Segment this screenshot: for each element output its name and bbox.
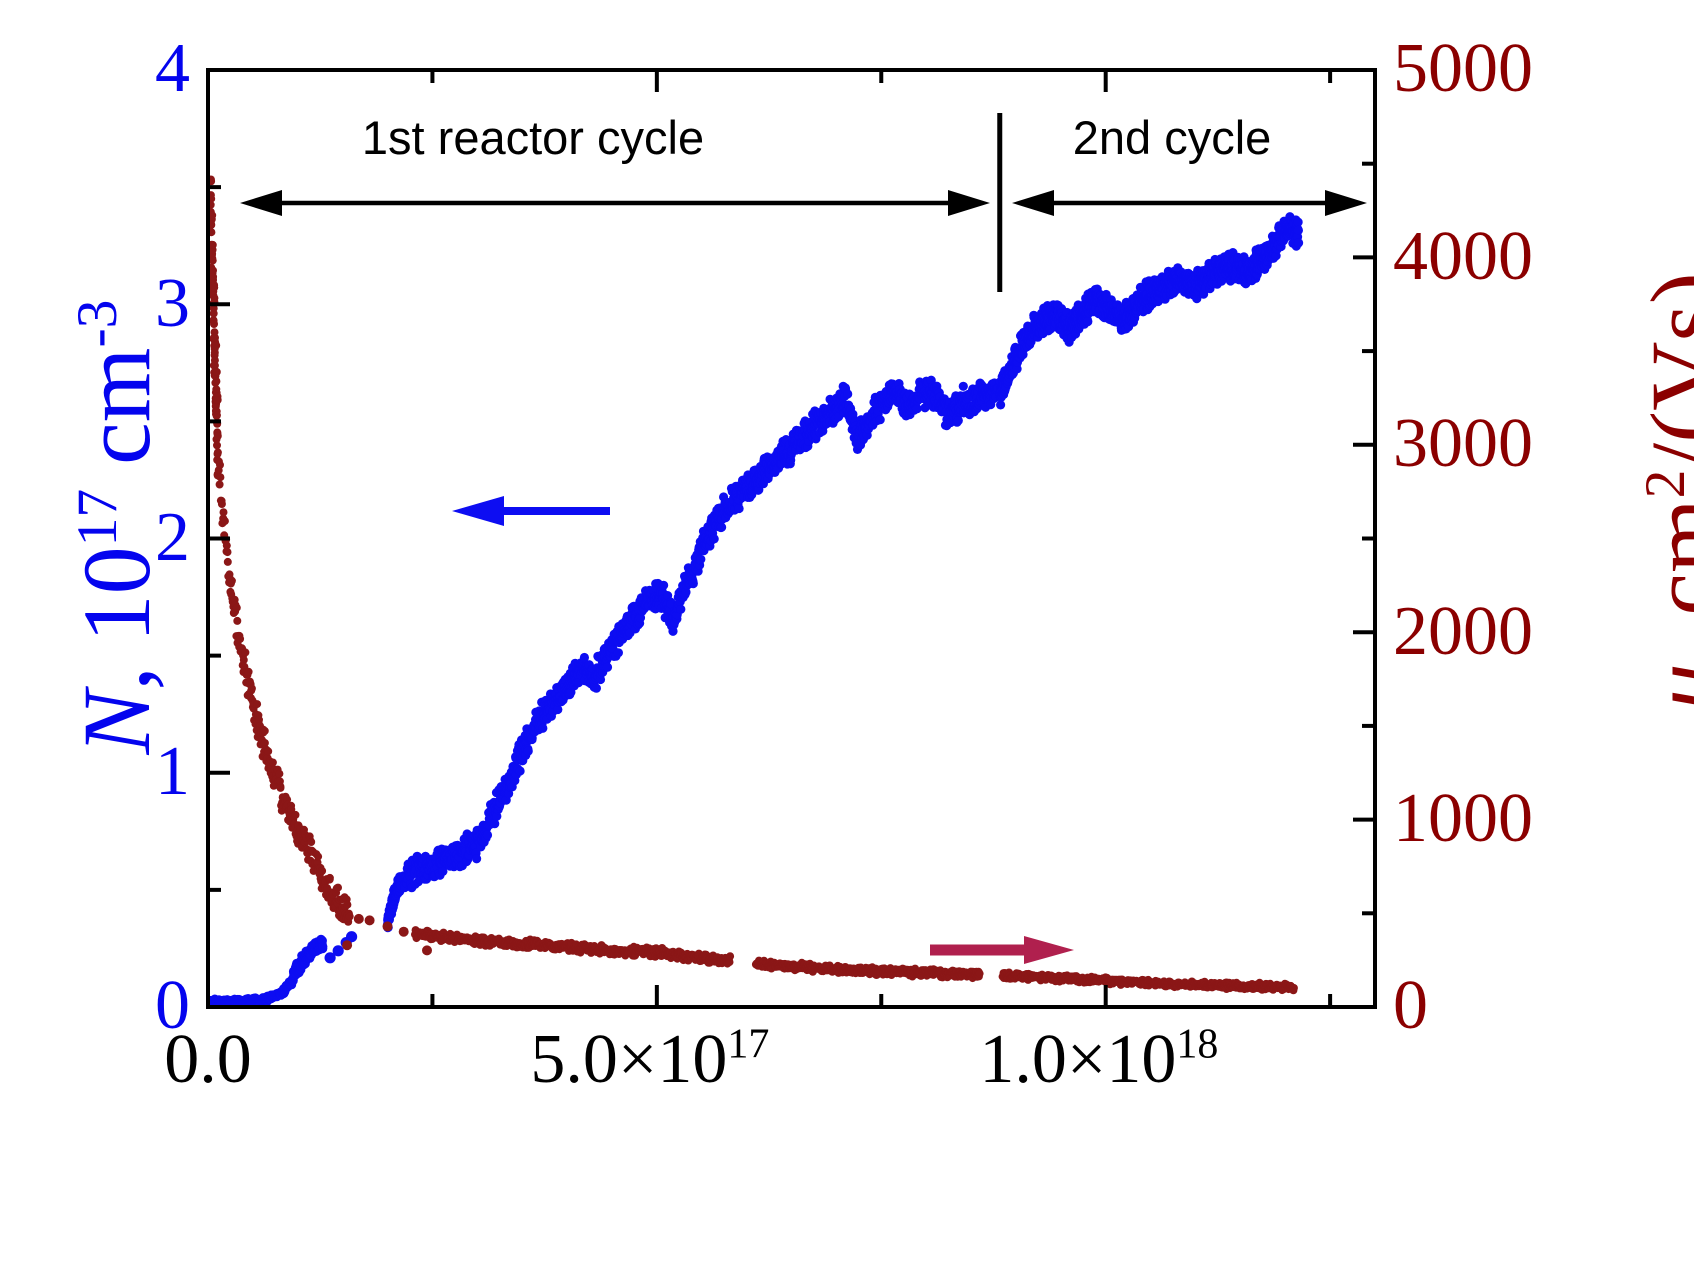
- left-axis-title-symbol: N: [63, 690, 170, 755]
- right-tick-3000: 3000: [1393, 405, 1533, 482]
- left-tick-3: 3: [155, 265, 190, 342]
- axes-frame-and-ticks: [206, 68, 1377, 1009]
- x-tick-5e17-base: 5.0×10: [530, 1021, 728, 1098]
- series-points-mu: [210, 175, 1298, 995]
- right-axis-title: μ, cm2/(Vs): [1520, 190, 1694, 890]
- second-cycle-range-arrow: [1012, 190, 1367, 216]
- right-axis-title-symbol: μ: [1631, 664, 1694, 712]
- x-tick-0-base: 0.0: [164, 1021, 252, 1098]
- right-axis-title-mid2: /(Vs): [1631, 272, 1694, 470]
- left-tick-2: 2: [155, 499, 190, 576]
- right-tick-4000: 4000: [1393, 218, 1533, 295]
- annotation-second-cycle: 2nd cycle: [1072, 111, 1272, 164]
- first-cycle-range-arrow: [240, 190, 990, 216]
- left-axis-title-exp1: 17: [66, 488, 129, 547]
- right-tick-0: 0: [1393, 967, 1428, 1044]
- right-axis-pointer-arrow: [930, 936, 1074, 964]
- left-axis-title-mid2: cm: [63, 347, 170, 489]
- x-tick-5e17: 5.0×1017: [530, 1021, 770, 1095]
- left-tick-1: 1: [155, 733, 190, 810]
- x-tick-0: 0.0: [164, 1025, 252, 1095]
- right-axis-title-exp: 2: [1634, 469, 1694, 499]
- x-axis-title-base: Fluence, cm: [609, 1261, 1078, 1274]
- left-tick-4: 4: [155, 30, 190, 107]
- right-axis-title-mid: , cm: [1631, 498, 1694, 663]
- x-axis-title: Fluence, cm-2: [370, 1150, 1270, 1274]
- right-tick-5000: 5000: [1393, 30, 1533, 107]
- series-points-N: [210, 212, 1304, 1005]
- left-axis-title-exp2: -3: [66, 299, 129, 348]
- x-tick-5e17-sup: 17: [727, 1021, 770, 1068]
- x-axis-title-sup: -2: [1079, 1264, 1127, 1274]
- x-tick-1e18-base: 1.0×10: [979, 1021, 1177, 1098]
- right-tick-2000: 2000: [1393, 593, 1533, 670]
- x-tick-1e18-sup: 18: [1176, 1021, 1219, 1068]
- x-tick-1e18: 1.0×1018: [979, 1021, 1219, 1095]
- left-tick-0: 0: [155, 967, 190, 1044]
- left-axis-pointer-arrow: [452, 496, 610, 526]
- left-axis-title-mid: , 10: [63, 546, 170, 691]
- annotation-first-cycle: 1st reactor cycle: [361, 111, 705, 164]
- left-axis-title: N, 1017 cm-3: [0, 225, 172, 925]
- right-tick-1000: 1000: [1393, 780, 1533, 857]
